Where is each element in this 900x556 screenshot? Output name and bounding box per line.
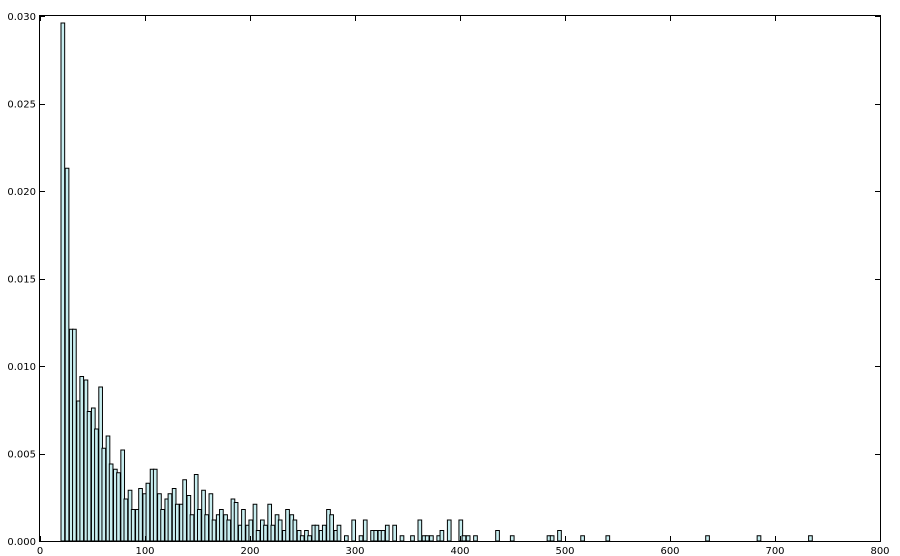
histogram-bar [344,535,349,542]
y-tick-label: 0.015 [7,275,36,286]
histogram-bar [461,535,467,542]
histogram-bar [174,503,180,542]
histogram-bar [580,535,585,542]
histogram-bar [549,535,555,542]
histogram-bar [241,509,246,542]
histogram-bar [64,167,70,542]
histogram-bar [263,524,268,542]
histogram-bar [138,488,143,542]
histogram-bar [79,376,85,542]
y-tick-label: 0.005 [7,450,36,461]
y-tick-label: 0.010 [7,362,36,373]
histogram-bar [358,535,364,542]
histogram-bar [72,328,77,542]
histogram-bar [108,463,114,542]
histogram-bar [277,519,283,542]
plot-frame [39,15,881,542]
x-tick-label: 800 [870,546,889,556]
histogram-bar [321,524,327,542]
histogram-bar [292,519,298,542]
x-tick-label: 100 [135,546,154,556]
histogram-bar [197,509,202,542]
histogram-bar [509,535,515,542]
bars-group [60,22,813,542]
histogram-bar [226,519,232,542]
histogram-bar [351,519,357,542]
x-tick-label: 500 [555,546,574,556]
histogram-bar [116,472,121,542]
y-axis-ticks: 0.000 0.005 0.010 0.015 0.020 0.025 0.030 [7,12,880,548]
histogram-bar [373,530,379,542]
histogram-bar [255,530,261,542]
histogram-bar [86,411,92,542]
histogram-bar [130,509,136,542]
histogram-bar [380,530,386,542]
histogram-bar [495,530,500,542]
histogram-bar [756,535,762,542]
histogram-bar [123,498,129,542]
histogram-bar [362,519,368,542]
histogram-bar [446,519,452,542]
histogram-bar [299,535,305,542]
histogram-bar [152,468,158,542]
histogram-bar [336,524,342,542]
histogram-bar [557,530,562,542]
x-tick-label: 700 [765,546,784,556]
y-tick-label: 0.000 [7,537,36,548]
histogram-bar [429,535,434,542]
histogram-bar [60,22,66,542]
histogram-bar [314,524,320,542]
histogram-bar [211,519,217,542]
histogram-bar [399,535,405,542]
histogram-bar [605,535,611,542]
histogram-bar [424,535,430,542]
x-tick-label: 0 [37,546,43,556]
histogram-bar [285,509,290,542]
x-tick-label: 300 [345,546,364,556]
histogram-bar [329,514,334,542]
histogram-bar [101,447,107,542]
histogram-bar [189,514,195,542]
histogram-bar [439,530,445,542]
y-tick-label: 0.030 [7,12,36,23]
x-tick-label: 600 [660,546,679,556]
histogram-bar [270,524,276,542]
histogram-bar [384,524,390,542]
x-axis-ticks: 0 100 200 300 400 500 600 700 800 [37,16,890,556]
histogram-bar [182,479,187,542]
histogram-bar [219,509,224,542]
histogram-bar [392,524,397,542]
histogram-bar [167,493,173,542]
histogram-bar [307,535,312,542]
histogram-bar [160,509,165,542]
histogram-bar [808,535,813,542]
x-tick-label: 400 [450,546,469,556]
y-tick-label: 0.020 [7,187,36,198]
y-tick-label: 0.025 [7,100,36,111]
histogram-bar [410,535,415,542]
histogram-bar [465,535,471,542]
histogram-bar [705,535,710,542]
x-tick-label: 200 [240,546,259,556]
histogram-bar [473,535,478,542]
histogram-bar [417,519,423,542]
histogram-bar [204,514,210,542]
histogram-bar [145,482,151,542]
histogram-bar [94,428,99,542]
histogram-bar [233,502,239,542]
